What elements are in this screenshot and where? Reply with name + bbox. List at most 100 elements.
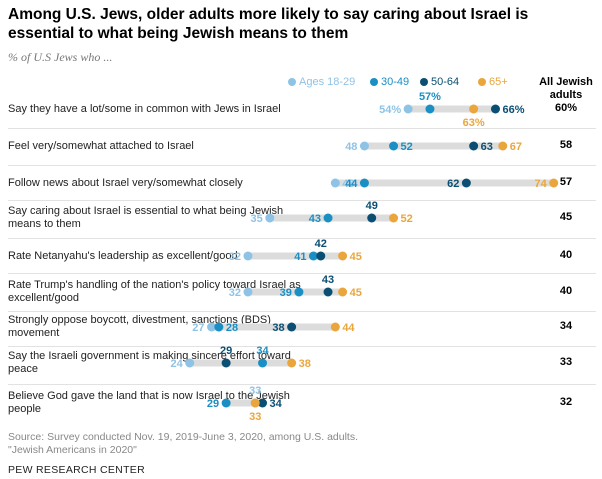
value-label-ages-18-29: 27 <box>192 322 204 334</box>
dot-ages-18-29 <box>207 322 217 332</box>
value-label-50-64: 43 <box>322 274 334 286</box>
value-label-ages-18-29: 35 <box>251 213 263 225</box>
value-label-ages-18-29: 32 <box>229 287 241 299</box>
dot-30-49 <box>258 358 268 368</box>
dot-50-64 <box>258 398 268 408</box>
row-separator <box>8 311 596 312</box>
row-separator <box>8 346 596 347</box>
dot-ages-18-29 <box>265 213 275 223</box>
dot-30-49 <box>389 141 399 151</box>
legend-item-50-64: 50-64 <box>420 76 459 88</box>
legend-dot <box>288 78 296 86</box>
value-label-65: 44 <box>342 322 355 334</box>
dot-ages-18-29 <box>185 358 195 368</box>
dot-65 <box>498 141 508 151</box>
chart-title: Among U.S. Jews, older adults more likel… <box>8 6 529 42</box>
row-label: Say the Israeli government is making sin… <box>8 350 291 375</box>
row-total: 32 <box>559 396 573 408</box>
value-label-50-64: 66% <box>502 104 524 116</box>
value-label-65: 63% <box>463 117 485 129</box>
row-separator <box>8 128 596 129</box>
value-label-30-49: 28 <box>226 322 238 334</box>
legend-label: 65+ <box>489 76 508 88</box>
dot-50-64 <box>490 104 500 114</box>
range-bar <box>364 142 503 150</box>
dot-65 <box>287 358 297 368</box>
value-label-65: 74 <box>534 178 547 190</box>
row-label: Feel very/somewhat attached to Israel <box>8 139 194 152</box>
dot-30-49 <box>425 104 435 114</box>
value-label-ages-18-29: 24 <box>170 358 183 370</box>
row-total: 33 <box>559 356 573 368</box>
row-separator <box>8 200 596 201</box>
row-label: Say caring about Israel is essential to … <box>8 205 284 230</box>
range-bar <box>408 105 496 113</box>
value-label-ages-18-29: 32 <box>229 251 241 263</box>
row-total: 40 <box>559 249 573 261</box>
value-label-30-49: 39 <box>280 287 292 299</box>
legend-dot <box>370 78 378 86</box>
row-total: 45 <box>559 211 573 223</box>
row-total: 34 <box>559 320 573 332</box>
dot-65 <box>389 213 399 223</box>
value-label-50-64: 34 <box>270 398 283 410</box>
value-label-ages-18-29: 48 <box>342 178 354 190</box>
all-jewish-adults-header: All Jewish adults <box>536 76 596 102</box>
dot-65 <box>250 398 260 408</box>
value-label-65: 67 <box>510 141 522 153</box>
dot-ages-18-29 <box>330 178 340 188</box>
value-label-50-64: 62 <box>447 178 459 190</box>
dot-ages-18-29 <box>243 251 253 261</box>
all-header-line1: All Jewish <box>539 76 593 88</box>
value-label-ages-18-29: 48 <box>345 141 357 153</box>
source-line-2: "Jewish Americans in 2020" <box>8 444 137 456</box>
source-note: Source: Survey conducted Nov. 19, 2019-J… <box>8 431 358 457</box>
dot-ages-18-29 <box>403 104 413 114</box>
row-label: Rate Trump's handling of the nation's po… <box>8 279 301 304</box>
value-label-65: 45 <box>350 287 362 299</box>
value-label-30-49: 57% <box>419 91 441 103</box>
value-label-30-49: 43 <box>309 213 321 225</box>
value-label-30-49: 44 <box>345 178 358 190</box>
all-header-line2: adults <box>549 89 583 101</box>
legend-dot <box>478 78 486 86</box>
row-separator <box>8 273 596 274</box>
value-label-50-64: 42 <box>315 238 327 250</box>
dot-50-64 <box>323 287 333 297</box>
value-label-50-64: 63 <box>481 141 493 153</box>
range-bar <box>247 252 343 260</box>
row-label: Strongly oppose boycott, divestment, san… <box>8 314 271 339</box>
legend-item-ages-18-29: Ages 18-29 <box>288 76 355 88</box>
row-label: Say they have a lot/some in common with … <box>8 102 281 115</box>
dot-65 <box>330 322 340 332</box>
legend: Ages 18-29 30-49 50-64 65+ <box>288 76 528 90</box>
value-label-50-64: 49 <box>366 200 378 212</box>
legend-label: 50-64 <box>431 76 460 88</box>
dot-50-64 <box>461 178 471 188</box>
range-bar <box>189 359 292 367</box>
value-label-50-64: 29 <box>220 345 232 357</box>
value-label-65: 52 <box>401 213 413 225</box>
legend-label: Ages 18-29 <box>299 76 356 88</box>
dot-65 <box>549 178 559 188</box>
value-label-65: 38 <box>299 358 311 370</box>
row-total: 40 <box>559 285 573 297</box>
dot-50-64 <box>287 322 297 332</box>
value-label-30-49: 41 <box>294 251 306 263</box>
row-total: 60% <box>554 102 578 114</box>
dot-30-49 <box>323 213 333 223</box>
dot-65 <box>338 251 348 261</box>
value-label-30-49: 52 <box>401 141 413 153</box>
dot-30-49 <box>214 322 224 332</box>
row-label: Rate Netanyahu's leadership as excellent… <box>8 249 238 262</box>
dot-30-49 <box>359 178 369 188</box>
dot-50-64 <box>221 358 231 368</box>
value-label-65: 33 <box>249 411 261 423</box>
row-total: 57 <box>559 176 573 188</box>
range-bar <box>335 179 554 187</box>
row-separator <box>8 165 596 166</box>
dot-65 <box>469 104 479 114</box>
dot-ages-18-29 <box>243 287 253 297</box>
value-label-65: 45 <box>350 251 362 263</box>
